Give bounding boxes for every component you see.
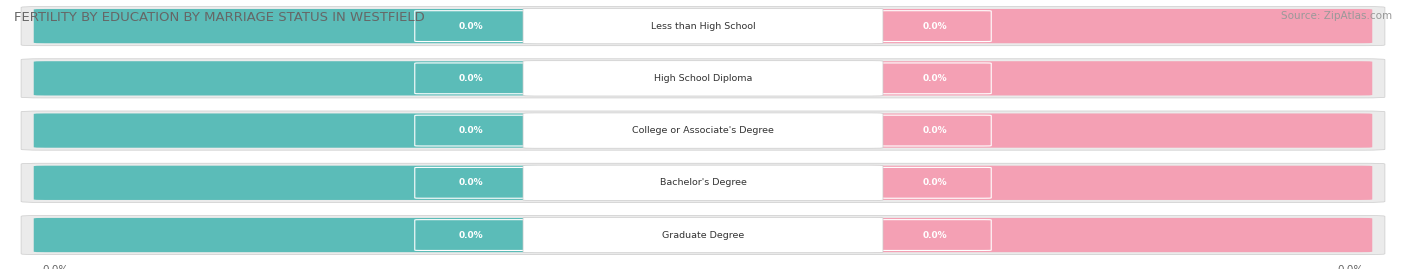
FancyBboxPatch shape — [523, 165, 883, 200]
FancyBboxPatch shape — [879, 220, 991, 250]
FancyBboxPatch shape — [415, 11, 527, 41]
FancyBboxPatch shape — [523, 113, 883, 148]
Text: High School Diploma: High School Diploma — [654, 74, 752, 83]
FancyBboxPatch shape — [34, 166, 538, 200]
Text: Less than High School: Less than High School — [651, 22, 755, 31]
FancyBboxPatch shape — [21, 111, 1385, 150]
FancyBboxPatch shape — [879, 167, 991, 198]
FancyBboxPatch shape — [879, 11, 991, 41]
Text: FERTILITY BY EDUCATION BY MARRIAGE STATUS IN WESTFIELD: FERTILITY BY EDUCATION BY MARRIAGE STATU… — [14, 11, 425, 24]
Text: 0.0%: 0.0% — [458, 231, 484, 240]
FancyBboxPatch shape — [21, 215, 1385, 255]
FancyBboxPatch shape — [21, 59, 1385, 98]
FancyBboxPatch shape — [879, 115, 991, 146]
FancyBboxPatch shape — [523, 8, 883, 44]
Text: 0.0%: 0.0% — [922, 74, 948, 83]
FancyBboxPatch shape — [879, 63, 991, 94]
Text: 0.0%: 0.0% — [922, 178, 948, 187]
FancyBboxPatch shape — [34, 61, 538, 95]
FancyBboxPatch shape — [868, 218, 1372, 252]
Text: 0.0%: 0.0% — [458, 22, 484, 31]
Text: 0.0%: 0.0% — [922, 231, 948, 240]
Text: Graduate Degree: Graduate Degree — [662, 231, 744, 240]
FancyBboxPatch shape — [34, 218, 538, 252]
FancyBboxPatch shape — [21, 6, 1385, 46]
FancyBboxPatch shape — [34, 9, 538, 43]
Text: 0.0%: 0.0% — [1337, 265, 1364, 269]
FancyBboxPatch shape — [415, 115, 527, 146]
FancyBboxPatch shape — [415, 167, 527, 198]
Text: 0.0%: 0.0% — [458, 126, 484, 135]
Text: Source: ZipAtlas.com: Source: ZipAtlas.com — [1281, 11, 1392, 21]
FancyBboxPatch shape — [868, 61, 1372, 95]
FancyBboxPatch shape — [21, 163, 1385, 202]
FancyBboxPatch shape — [415, 220, 527, 250]
FancyBboxPatch shape — [415, 63, 527, 94]
Text: 0.0%: 0.0% — [458, 178, 484, 187]
FancyBboxPatch shape — [868, 166, 1372, 200]
FancyBboxPatch shape — [34, 114, 538, 148]
Text: 0.0%: 0.0% — [922, 126, 948, 135]
Text: 0.0%: 0.0% — [922, 22, 948, 31]
Text: 0.0%: 0.0% — [42, 265, 69, 269]
FancyBboxPatch shape — [523, 217, 883, 253]
Text: College or Associate's Degree: College or Associate's Degree — [633, 126, 773, 135]
FancyBboxPatch shape — [868, 9, 1372, 43]
FancyBboxPatch shape — [523, 61, 883, 96]
FancyBboxPatch shape — [868, 114, 1372, 148]
Text: 0.0%: 0.0% — [458, 74, 484, 83]
Text: Bachelor's Degree: Bachelor's Degree — [659, 178, 747, 187]
